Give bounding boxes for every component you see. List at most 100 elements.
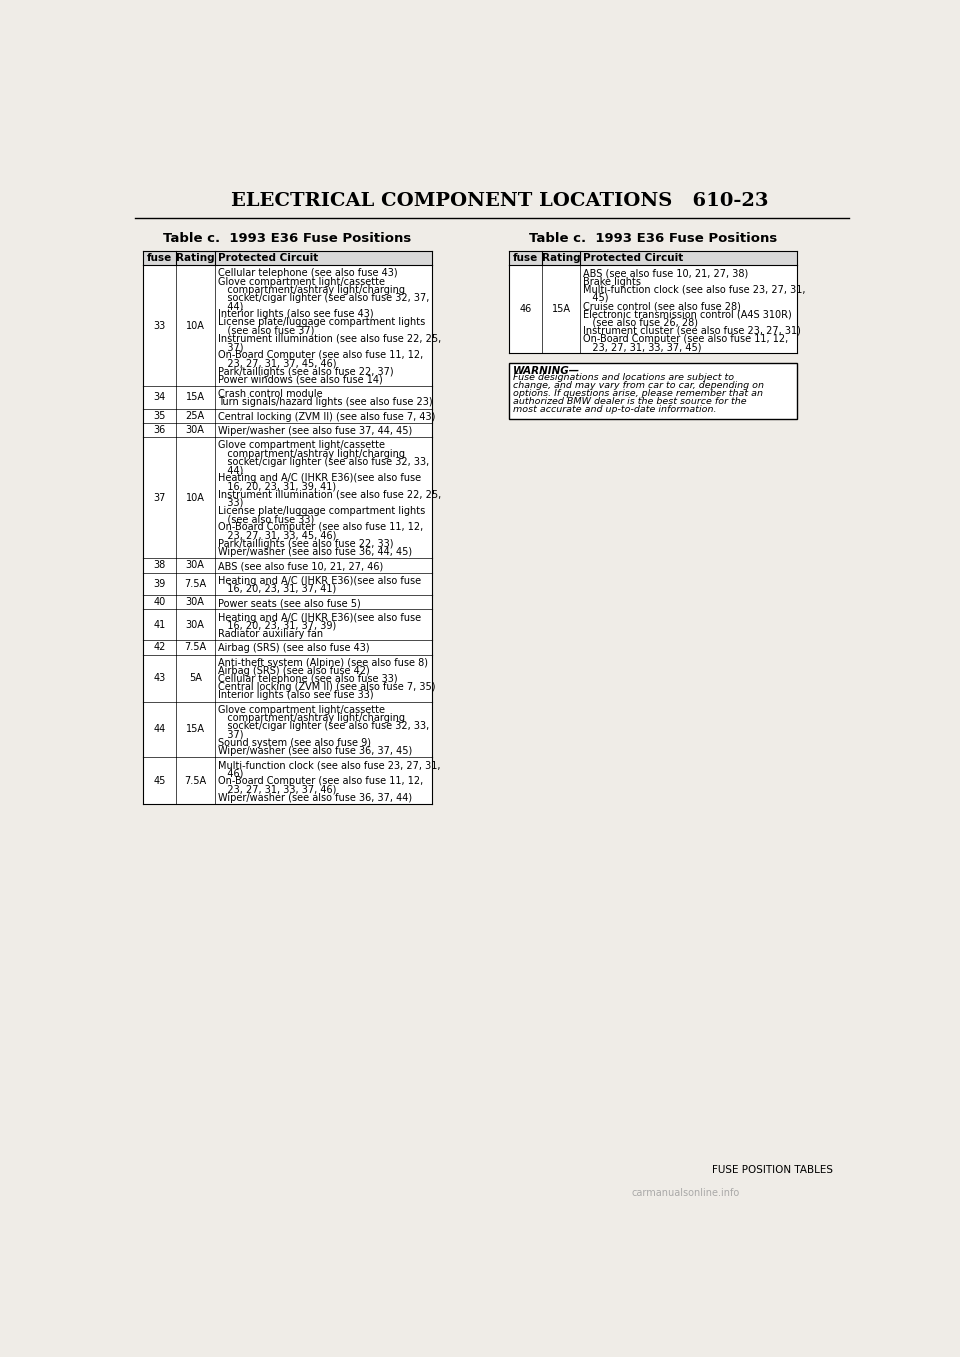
Text: (see also fuse 26, 28): (see also fuse 26, 28) — [584, 318, 699, 327]
Text: 23, 27, 31, 33, 45, 46): 23, 27, 31, 33, 45, 46) — [218, 531, 336, 540]
Text: socket/cigar lighter (see also fuse 32, 33,: socket/cigar lighter (see also fuse 32, … — [218, 721, 429, 731]
Text: 7.5A: 7.5A — [184, 776, 206, 786]
Text: Protected Circuit: Protected Circuit — [584, 254, 684, 263]
Text: 41: 41 — [154, 620, 166, 630]
Text: 30A: 30A — [185, 597, 204, 608]
Text: change, and may vary from car to car, depending on: change, and may vary from car to car, de… — [513, 381, 764, 391]
Text: Instrument cluster (see also fuse 23, 27, 31): Instrument cluster (see also fuse 23, 27… — [584, 326, 802, 335]
Text: Airbag (SRS) (see also fuse 42): Airbag (SRS) (see also fuse 42) — [218, 666, 370, 676]
Bar — [143, 423, 432, 437]
Text: 45): 45) — [584, 293, 609, 303]
Text: 16, 20, 23, 31, 37, 41): 16, 20, 23, 31, 37, 41) — [218, 584, 336, 594]
Text: Wiper/washer (see also fuse 36, 37, 45): Wiper/washer (see also fuse 36, 37, 45) — [218, 746, 412, 756]
Text: 23, 27, 31, 37, 45, 46): 23, 27, 31, 37, 45, 46) — [218, 358, 336, 369]
Text: 44): 44) — [218, 301, 243, 311]
Text: 37: 37 — [154, 493, 166, 503]
Text: Table c.  1993 E36 Fuse Positions: Table c. 1993 E36 Fuse Positions — [163, 232, 412, 246]
Bar — [509, 362, 798, 419]
Text: fuse: fuse — [147, 254, 172, 263]
Text: Protected Circuit: Protected Circuit — [218, 254, 318, 263]
Text: 33): 33) — [218, 498, 243, 508]
Text: Interior lights (also see fuse 33): Interior lights (also see fuse 33) — [218, 691, 373, 700]
Text: Instrument illumination (see also fuse 22, 25,: Instrument illumination (see also fuse 2… — [218, 490, 441, 499]
Text: Heating and A/C (IHKR E36)(see also fuse: Heating and A/C (IHKR E36)(see also fuse — [218, 612, 420, 623]
Text: 10A: 10A — [185, 320, 204, 331]
Text: Cellular telephone (see also fuse 43): Cellular telephone (see also fuse 43) — [218, 269, 397, 278]
Text: compartment/ashtray light/charging: compartment/ashtray light/charging — [218, 449, 405, 459]
Text: Power seats (see also fuse 5): Power seats (see also fuse 5) — [218, 598, 360, 608]
Text: ABS (see also fuse 10, 21, 27, 38): ABS (see also fuse 10, 21, 27, 38) — [584, 269, 749, 278]
Text: 15A: 15A — [551, 304, 570, 315]
Text: Wiper/washer (see also fuse 36, 37, 44): Wiper/washer (see also fuse 36, 37, 44) — [218, 792, 412, 803]
Text: Cruise control (see also fuse 28): Cruise control (see also fuse 28) — [584, 301, 741, 311]
Text: 33: 33 — [154, 320, 166, 331]
Text: On-Board Computer (see also fuse 11, 12,: On-Board Computer (see also fuse 11, 12, — [218, 522, 423, 532]
Text: 44: 44 — [154, 725, 166, 734]
Bar — [143, 387, 432, 408]
Text: FUSE POSITION TABLES: FUSE POSITION TABLES — [712, 1166, 833, 1175]
Text: 45: 45 — [154, 776, 166, 786]
Text: (see also fuse 37): (see also fuse 37) — [218, 326, 314, 335]
Text: 30A: 30A — [185, 425, 204, 436]
Text: Wiper/washer (see also fuse 36, 44, 45): Wiper/washer (see also fuse 36, 44, 45) — [218, 547, 412, 556]
Text: ABS (see also fuse 10, 21, 27, 46): ABS (see also fuse 10, 21, 27, 46) — [218, 562, 383, 571]
Text: socket/cigar lighter (see also fuse 32, 33,: socket/cigar lighter (see also fuse 32, … — [218, 457, 429, 467]
Text: Glove compartment light/cassette: Glove compartment light/cassette — [218, 441, 385, 451]
Text: On-Board Computer (see also fuse 11, 12,: On-Board Computer (see also fuse 11, 12, — [218, 776, 423, 787]
Text: Rating: Rating — [176, 254, 214, 263]
Text: Brake lights: Brake lights — [584, 277, 641, 286]
Text: 7.5A: 7.5A — [184, 642, 206, 653]
Text: 37): 37) — [218, 729, 243, 740]
Text: 7.5A: 7.5A — [184, 579, 206, 589]
Text: authorized BMW dealer is the best source for the: authorized BMW dealer is the best source… — [513, 396, 747, 406]
Text: Electronic transmission control (A4S 310R): Electronic transmission control (A4S 310… — [584, 309, 792, 319]
Text: Anti-theft system (Alpine) (see also fuse 8): Anti-theft system (Alpine) (see also fus… — [218, 658, 427, 668]
Text: Cellular telephone (see also fuse 33): Cellular telephone (see also fuse 33) — [218, 674, 397, 684]
Text: 30A: 30A — [185, 620, 204, 630]
Text: 43: 43 — [154, 673, 166, 683]
Text: Central locking (ZVM II) (see also fuse 7, 35): Central locking (ZVM II) (see also fuse … — [218, 683, 435, 692]
Text: 5A: 5A — [189, 673, 202, 683]
Text: 15A: 15A — [185, 392, 204, 403]
Text: options. If questions arise, please remember that an: options. If questions arise, please reme… — [513, 389, 763, 398]
Bar — [143, 573, 432, 596]
Text: 16, 20, 23, 31, 37, 39): 16, 20, 23, 31, 37, 39) — [218, 620, 336, 631]
Text: Power windows (see also fuse 14): Power windows (see also fuse 14) — [218, 375, 382, 385]
Text: socket/cigar lighter (see also fuse 32, 37,: socket/cigar lighter (see also fuse 32, … — [218, 293, 429, 303]
Text: Wiper/washer (see also fuse 37, 44, 45): Wiper/washer (see also fuse 37, 44, 45) — [218, 426, 412, 436]
Text: Table c.  1993 E36 Fuse Positions: Table c. 1993 E36 Fuse Positions — [529, 232, 778, 246]
Text: most accurate and up-to-date information.: most accurate and up-to-date information… — [513, 404, 716, 414]
Text: Sound system (see also fuse 9): Sound system (see also fuse 9) — [218, 738, 371, 748]
Text: 35: 35 — [154, 411, 166, 421]
Text: 37): 37) — [218, 342, 243, 351]
Text: compartment/ashtray light/charging: compartment/ashtray light/charging — [218, 712, 405, 723]
Text: 34: 34 — [154, 392, 166, 403]
Text: carmanualsonline.info: carmanualsonline.info — [632, 1189, 740, 1198]
Text: 36: 36 — [154, 425, 166, 436]
Text: Glove compartment light/cassette: Glove compartment light/cassette — [218, 704, 385, 715]
Bar — [143, 408, 432, 423]
Text: 23, 27, 31, 33, 37, 46): 23, 27, 31, 33, 37, 46) — [218, 784, 336, 795]
Text: Central locking (ZVM II) (see also fuse 7, 43): Central locking (ZVM II) (see also fuse … — [218, 411, 435, 422]
Text: WARNING—: WARNING— — [513, 365, 580, 376]
Text: 46: 46 — [519, 304, 532, 315]
Text: 15A: 15A — [185, 725, 204, 734]
Text: fuse: fuse — [513, 254, 538, 263]
Text: Park/taillights (see also fuse 22, 33): Park/taillights (see also fuse 22, 33) — [218, 539, 394, 548]
Text: Turn signals/hazard lights (see also fuse 23): Turn signals/hazard lights (see also fus… — [218, 398, 432, 407]
Text: Crash control module: Crash control module — [218, 389, 323, 399]
Text: Heating and A/C (IHKR E36)(see also fuse: Heating and A/C (IHKR E36)(see also fuse — [218, 474, 420, 483]
Bar — [509, 251, 798, 265]
Text: Glove compartment light/cassette: Glove compartment light/cassette — [218, 277, 385, 286]
Bar — [143, 757, 432, 805]
Bar — [143, 437, 432, 558]
Text: Multi-function clock (see also fuse 23, 27, 31,: Multi-function clock (see also fuse 23, … — [584, 285, 806, 294]
Bar — [509, 265, 798, 353]
Text: Rating: Rating — [541, 254, 580, 263]
Text: Heating and A/C (IHKR E36)(see also fuse: Heating and A/C (IHKR E36)(see also fuse — [218, 575, 420, 586]
Text: 44): 44) — [218, 465, 243, 475]
Text: Radiator auxiliary fan: Radiator auxiliary fan — [218, 628, 323, 639]
Bar — [143, 265, 432, 387]
Text: Instrument illumination (see also fuse 22, 25,: Instrument illumination (see also fuse 2… — [218, 334, 441, 343]
Text: License plate/luggage compartment lights: License plate/luggage compartment lights — [218, 506, 425, 516]
